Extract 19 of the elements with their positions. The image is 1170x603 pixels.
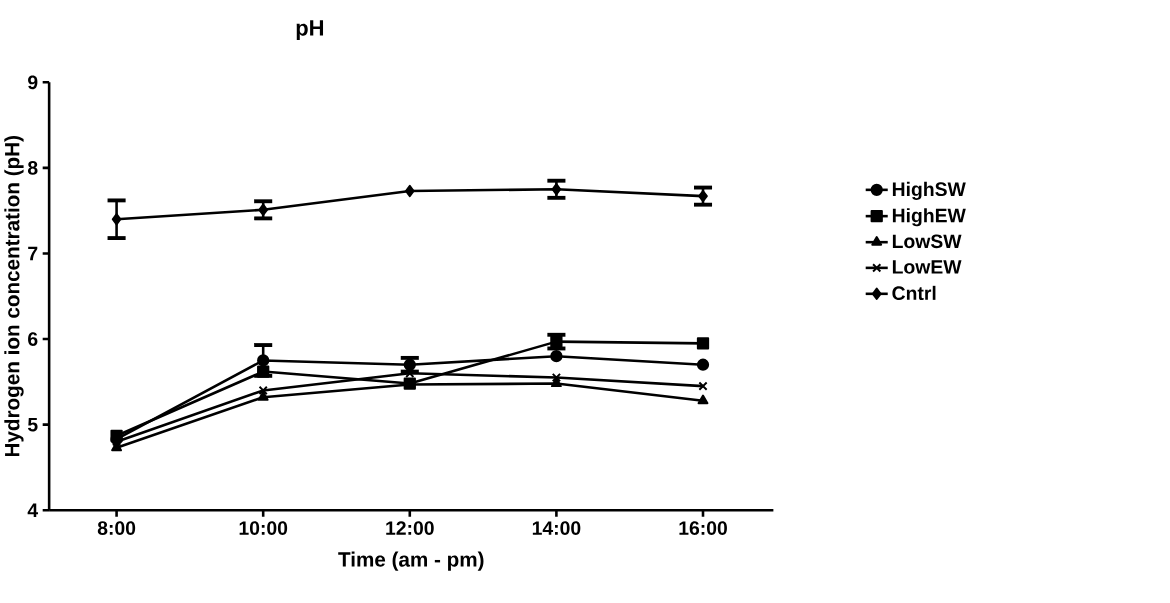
- x-tick-label: 16:00: [679, 521, 727, 535]
- legend-label: HighEW: [892, 208, 966, 227]
- legend-label: Cntrl: [892, 285, 936, 300]
- y-axis-title: Hydrogen ion concentration (pH): [4, 135, 24, 457]
- legend-label: LowSW: [892, 234, 962, 249]
- x-tick-label: 14:00: [532, 521, 581, 535]
- y-tick-label: 9: [28, 75, 38, 90]
- x-tick-label: 8:00: [97, 521, 136, 535]
- chart-title: pH: [296, 20, 324, 40]
- y-tick-label: 4: [27, 503, 39, 517]
- x-tick-label: 12:00: [386, 521, 434, 535]
- y-tick-label: 6: [28, 332, 38, 346]
- legend-label: HighSW: [892, 181, 966, 200]
- legend-label: LowEW: [892, 260, 962, 274]
- x-tick-label: 10:00: [239, 521, 288, 535]
- y-tick-label: 7: [28, 246, 38, 261]
- y-tick-label: 8: [27, 160, 38, 175]
- y-tick-label: 5: [27, 417, 38, 432]
- x-axis-title: Time (am - pm): [338, 551, 484, 571]
